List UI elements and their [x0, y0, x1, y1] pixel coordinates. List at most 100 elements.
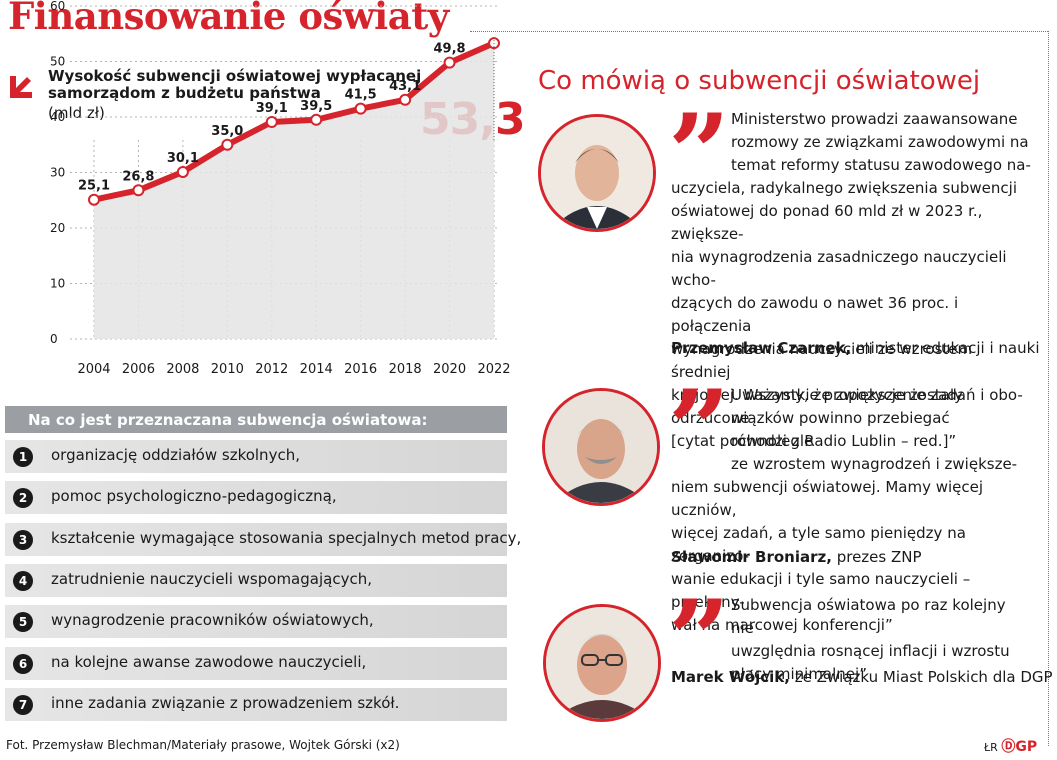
list-item: 5 wynagrodzenie pracowników oświatowych,	[5, 605, 507, 639]
quote-mark-icon: ”	[668, 91, 731, 217]
x-tick-label: 2014	[300, 362, 333, 377]
uses-title: Na co jest przeznaczana subwencja oświat…	[28, 411, 428, 429]
chart-data-labels: 25,1 26,8 30,1 35,0 39,1 39,5 41,5 43,1 49,8	[78, 37, 495, 194]
list-item: 1 organizację oddziałów szkolnych,	[5, 440, 507, 473]
y-tick-label: 10	[50, 277, 65, 291]
quote-line: Uważamy, że zwiększenie zadań i obo-	[731, 386, 1023, 404]
list-item-number: 1	[13, 447, 33, 467]
uses-header-bar	[5, 406, 507, 433]
quote-line: temat reformy statusu zawodowego na-	[731, 156, 1031, 174]
quote-line: uwzględnia rosnącej inflacji i wzrostu	[731, 642, 1010, 660]
x-tick-label: 2022	[477, 362, 510, 377]
chart-y-ticks: 0 10 20 30 40 50 60	[50, 0, 65, 346]
quotes-title: Co mówią o subwencji oświatowej	[538, 66, 981, 96]
subsidy-chart: 25,1 26,8 30,1 35,0 39,1 39,5 41,5 43,1 49,8 0 10…	[50, 0, 511, 377]
quote-line: nia wynagrodzenia zasadniczego nauczycie…	[671, 248, 1007, 289]
x-tick-label: 2010	[211, 362, 244, 377]
x-tick-label: 2006	[122, 362, 155, 377]
series-line	[93, 40, 496, 203]
quote-text: Ministerstwo prowadzi zaawansowane rozmow…	[671, 108, 1031, 453]
quote-line: dzących do zawodu o nawet 36 proc. i poł…	[671, 294, 959, 335]
quote-mark-icon: ”	[668, 367, 731, 493]
quote-author: Przemysław Czarnek, minister edukacji i …	[671, 339, 1040, 357]
quote-line: oświatowej do ponad 60 mld zł w 2023 r.,…	[671, 202, 983, 243]
quote-line: Ministerstwo prowadzi zaawansowane	[731, 110, 1018, 128]
list-item-number: 7	[13, 694, 33, 715]
data-point	[354, 102, 367, 115]
list-item-bar	[5, 605, 507, 639]
list-item-bar	[5, 440, 507, 473]
chart-area	[94, 43, 494, 340]
quote-line: ze wzrostem wynagrodzeń i zwiększe-	[731, 455, 1018, 473]
area-fill	[94, 43, 494, 340]
x-tick-label: 2004	[77, 362, 110, 377]
logo-brand: GP	[1015, 739, 1038, 755]
quote-author-name: Sławomir Broniarz,	[671, 548, 832, 566]
list-item-text: pomoc psychologiczno-pedagogiczną,	[51, 487, 337, 506]
quote-line: Subwencja oświatowa po raz kolejny nie	[731, 596, 1006, 637]
data-label: 39,5	[300, 99, 332, 114]
quote-author: Marek Wójcik, ze Związku Miast Polskich …	[671, 668, 1053, 686]
list-item: 7 inne zadania związanie z prowadzeniem s…	[5, 687, 507, 721]
y-tick-label: 40	[50, 110, 65, 124]
chart-line	[93, 40, 496, 203]
portrait-wojcik	[543, 604, 661, 722]
data-point	[221, 138, 234, 151]
y-tick-label: 30	[50, 166, 65, 180]
data-label: 25,1	[78, 179, 110, 194]
quote-line: uczyciela, radykalnego zwiększenia subwe…	[671, 179, 1017, 197]
list-item-number: 3	[13, 529, 33, 550]
quote-author-name: Przemysław Czarnek,	[671, 339, 852, 357]
list-item-text: wynagrodzenie pracowników oświatowych,	[51, 611, 374, 630]
data-label: 26,8	[122, 169, 154, 184]
logo-mark: ⒹGP	[1001, 739, 1038, 755]
quote-line: wał na marcowej konferencji”	[671, 616, 893, 634]
quote-line: [cytat pochodzi z Radio Lublin – red.]”	[671, 432, 957, 450]
quote-author-role: ze Związku Miast Polskich dla DGP	[789, 668, 1053, 686]
list-item: 2 pomoc psychologiczno-pedagogiczną,	[5, 481, 507, 515]
data-label: 41,5	[345, 88, 377, 103]
quote-line: rozmowy ze związkami zawodowymi na	[731, 133, 1029, 151]
logo-initials: ŁR	[984, 741, 998, 754]
data-label: 43,1	[389, 79, 421, 94]
list-item-text: na kolejne awanse zawodowe nauczycieli,	[51, 652, 367, 671]
list-item: 6 na kolejne awanse zawodowe nauczycieli,	[5, 646, 507, 680]
portrait-broniarz	[542, 388, 660, 506]
list-item-bar	[5, 687, 507, 721]
x-tick-label: 2020	[433, 362, 466, 377]
data-label: 39,1	[256, 101, 288, 116]
x-tick-label: 2016	[344, 362, 377, 377]
y-tick-label: 60	[50, 0, 65, 13]
list-item-text: kształcenie wymagające stosowania specja…	[51, 528, 522, 547]
y-tick-label: 50	[50, 55, 65, 69]
quote-author-role: prezes ZNP	[831, 548, 922, 566]
list-item-text: inne zadania związanie z prowadzeniem sz…	[51, 693, 400, 712]
x-tick-label: 2018	[389, 362, 422, 377]
quote-line: krajowej. Wszystkie propozycje zostały o…	[671, 386, 964, 427]
chart-title: Wysokość subwencji oświatowej wypłacanej…	[48, 67, 422, 102]
quote-line: więcej zadań, a tyle samo pieniędzy na z…	[671, 524, 966, 565]
publisher-logo: ŁR ⒹGP	[984, 736, 1037, 756]
quote-author-name: Marek Wójcik,	[671, 668, 790, 686]
right-divider	[1048, 31, 1049, 746]
list-item-bar	[5, 646, 507, 680]
quote-line: niem subwencji oświatowej. Mamy więcej u…	[671, 478, 984, 519]
title-divider	[470, 31, 1048, 32]
data-point	[399, 93, 412, 106]
list-item-number: 2	[13, 488, 33, 509]
list-item-bar	[5, 522, 507, 556]
list-item-text: zatrudnienie nauczycieli wspomagających,	[51, 569, 372, 588]
x-tick-label: 2012	[255, 362, 288, 377]
x-tick-label: 2008	[166, 362, 199, 377]
data-point	[265, 115, 278, 128]
data-label: 30,1	[167, 151, 199, 166]
data-label: 35,0	[211, 124, 243, 139]
data-point	[88, 193, 100, 206]
list-item: 4 zatrudnienie nauczycieli wspomagających…	[5, 563, 507, 597]
photo-credits: Fot. Przemysław Blechman/Materiały praso…	[6, 738, 400, 752]
list-item-number: 4	[13, 570, 33, 591]
data-point	[132, 184, 145, 197]
chart-points	[88, 37, 500, 206]
data-label: 49,8	[434, 42, 466, 57]
list-item-number: 6	[13, 653, 33, 674]
